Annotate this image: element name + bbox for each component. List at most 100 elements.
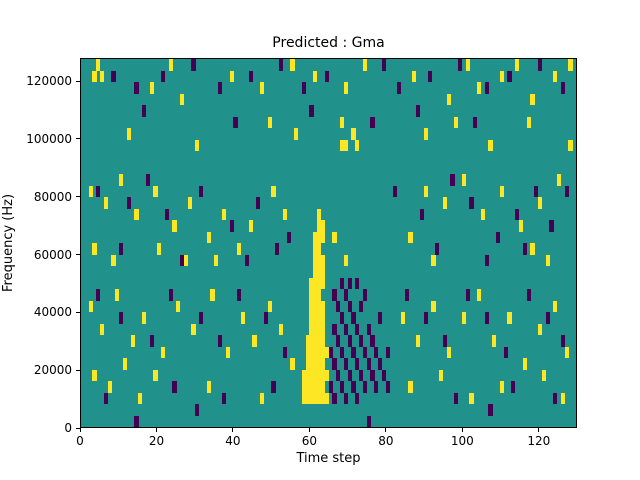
heatmap-cell [537, 197, 543, 209]
heatmap-cell [107, 381, 112, 393]
heatmap-cell [309, 289, 314, 301]
heatmap-cell [332, 323, 337, 336]
heatmap-cell [343, 358, 348, 370]
y-tick [76, 369, 80, 371]
heatmap-cell [218, 335, 223, 347]
y-tick-label: 80000 [33, 189, 72, 204]
heatmap-cell [465, 289, 470, 301]
heatmap-cell [320, 369, 326, 382]
heatmap-cell [160, 70, 166, 83]
heatmap-cell [454, 392, 459, 405]
heatmap-cell [317, 312, 322, 324]
heatmap-cell [279, 323, 284, 336]
heatmap-cell [332, 231, 337, 244]
heatmap-cell [309, 392, 314, 405]
heatmap-cell [313, 335, 318, 347]
heatmap-cell [153, 185, 158, 198]
x-tick-label: 40 [225, 434, 241, 448]
heatmap-cell [138, 392, 143, 405]
heatmap-cell [560, 392, 565, 405]
heatmap-cell [374, 381, 379, 393]
heatmap-cell [568, 59, 573, 71]
heatmap-cell [317, 335, 322, 347]
heatmap-cell [499, 185, 505, 198]
heatmap-cell [119, 312, 124, 324]
heatmap-cell [324, 346, 329, 359]
heatmap-cell [317, 381, 322, 393]
heatmap-cell [168, 59, 173, 71]
heatmap-cell [378, 358, 383, 370]
heatmap-cell [195, 404, 200, 416]
heatmap-cell [317, 289, 322, 301]
heatmap-cell [332, 358, 337, 370]
heatmap-cell [237, 243, 242, 255]
heatmap-cell [522, 243, 527, 255]
heatmap-cell [313, 346, 318, 359]
heatmap-cell [309, 323, 314, 336]
heatmap-cell [286, 231, 291, 244]
heatmap-cell [339, 381, 345, 393]
heatmap-cell [168, 289, 173, 301]
x-tick [461, 428, 463, 432]
heatmap-cell [191, 59, 196, 71]
y-tick [76, 80, 80, 82]
heatmap-cell [511, 381, 516, 393]
heatmap-cell [507, 70, 512, 83]
heatmap-cell [457, 59, 463, 71]
heatmap-cell [126, 128, 131, 140]
heatmap-cell [313, 243, 318, 255]
heatmap-cell [157, 243, 162, 255]
y-tick [76, 138, 80, 140]
heatmap-cell [88, 185, 93, 198]
heatmap-cell [149, 82, 154, 94]
heatmap-cell [313, 312, 318, 324]
heatmap-cell [199, 312, 204, 324]
heatmap-cell [313, 369, 318, 382]
heatmap-cell [172, 220, 177, 232]
heatmap-cell [355, 392, 360, 405]
heatmap-cell [358, 369, 364, 382]
heatmap-cell [328, 346, 333, 359]
heatmap-cell [317, 208, 322, 221]
heatmap-cell [556, 174, 562, 186]
heatmap-cell [324, 369, 329, 382]
heatmap-cell [358, 335, 364, 347]
heatmap-cell [362, 381, 367, 393]
heatmap-cell [450, 174, 455, 186]
heatmap-cell [343, 289, 348, 301]
heatmap-cell [119, 243, 124, 255]
heatmap-cell [275, 243, 280, 255]
heatmap-cell [351, 346, 356, 359]
heatmap-cell [141, 312, 147, 324]
heatmap-cell [301, 82, 307, 94]
heatmap-cell [423, 185, 428, 198]
heatmap-cell [134, 208, 139, 221]
heatmap-cell [526, 116, 531, 129]
y-tick-label: 60000 [33, 247, 72, 262]
y-tick [76, 254, 80, 256]
heatmap-cell [309, 277, 314, 290]
y-tick [76, 311, 80, 313]
heatmap-cell [507, 312, 512, 324]
heatmap-cell [317, 392, 322, 405]
heatmap-cell [180, 93, 185, 106]
heatmap-cell [305, 381, 310, 393]
heatmap-cell [96, 59, 101, 71]
heatmap-cell [320, 335, 326, 347]
heatmap-cell [469, 392, 474, 405]
heatmap-cell [488, 139, 493, 152]
heatmap-cell [317, 243, 322, 255]
x-tick [538, 428, 540, 432]
heatmap-cell [187, 197, 192, 209]
heatmap-cell [290, 59, 295, 71]
heatmap-cell [320, 266, 326, 278]
heatmap-cell [317, 300, 322, 313]
heatmap-cell [412, 70, 417, 83]
heatmap-cell [313, 300, 318, 313]
heatmap-cell [339, 116, 345, 129]
heatmap-cell [92, 243, 97, 255]
heatmap-cell [454, 116, 459, 129]
heatmap-cell [301, 381, 307, 393]
heatmap-cell [229, 220, 234, 232]
heatmap-cell [259, 392, 265, 405]
